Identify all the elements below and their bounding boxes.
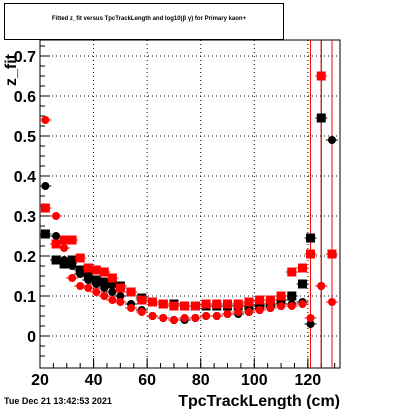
y-tick-label: 0.5 [14,129,36,146]
chart-title: Fitted z_fit versus TpcTrackLength and l… [51,16,247,22]
data-marks [39,40,338,368]
timestamp: Tue Dec 21 13:42:53 2021 [4,396,112,406]
y-tick-label: 0.2 [14,249,36,266]
y-axis-label: z_fit [3,53,20,86]
y-tick-label: 0.1 [14,289,36,306]
x-tick-label: 120 [295,372,322,389]
x-tick-label: 80 [192,372,210,389]
grid [40,40,340,368]
y-tick-label: 0.4 [14,169,36,186]
x-tick-label: 40 [85,372,103,389]
plot-frame [39,39,341,369]
y-tick-label: 0.7 [14,49,36,66]
y-tick-label: 0.6 [14,89,36,106]
chart-title-box: Fitted z_fit versus TpcTrackLength and l… [4,3,284,40]
x-tick-label: 20 [31,372,49,389]
x-tick-label: 60 [138,372,156,389]
x-axis-label: TpcTrackLength (cm) [178,393,340,409]
x-tick-label: 100 [241,372,268,389]
axis-ticks: 20 40 60 80 100 120 0 0.1 0.2 0.3 0.4 0.5 0.6 0.7 [14,45,336,389]
y-tick-label: 0 [27,329,36,346]
y-tick-label: 0.3 [14,209,36,226]
